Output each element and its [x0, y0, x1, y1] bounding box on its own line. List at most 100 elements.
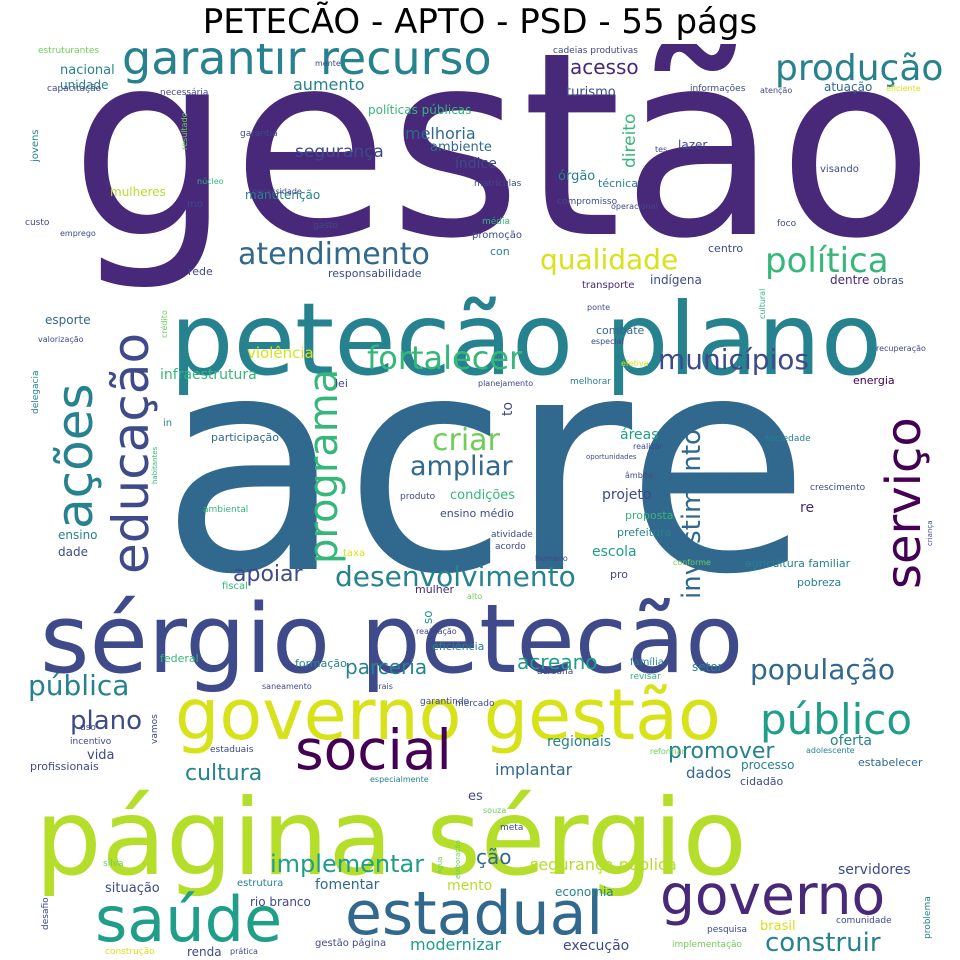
cloud-word: segurança pública	[530, 855, 677, 874]
cloud-word: atendimento	[238, 237, 430, 272]
cloud-word: acreano	[517, 650, 598, 674]
cloud-word: regionais	[547, 734, 611, 750]
cloud-word: promoção	[472, 230, 522, 241]
cloud-word: combate	[596, 324, 645, 337]
cloud-word: política	[765, 241, 889, 281]
cloud-word: realizar	[633, 442, 663, 451]
cloud-word: áreas	[620, 427, 659, 443]
cloud-word: delegacia	[31, 371, 41, 414]
cloud-word: mo	[187, 199, 203, 210]
cloud-word: promover	[668, 739, 775, 764]
cloud-word: pro	[610, 568, 628, 581]
cloud-word: turismo	[566, 85, 616, 100]
cloud-word: dentre	[830, 273, 869, 287]
cloud-word: âmbito	[625, 471, 653, 480]
cloud-word: condições	[450, 488, 515, 503]
cloud-word: implantar	[495, 760, 573, 779]
cloud-word: especial	[591, 337, 624, 346]
cloud-word: centro	[708, 242, 743, 255]
cloud-word: revisar	[630, 672, 661, 682]
cloud-word: operacional	[611, 202, 658, 211]
cloud-word: dados	[686, 764, 731, 782]
cloud-word: direito	[620, 114, 640, 168]
cloud-word: garantir recurso	[122, 44, 492, 85]
cloud-word: processo	[741, 758, 794, 772]
cloud-word: fortalecer	[367, 339, 523, 377]
cloud-word: vida	[87, 748, 115, 763]
cloud-word: violência	[247, 344, 314, 362]
cloud-word: água	[436, 857, 444, 874]
cloud-word: prefeitura	[617, 526, 671, 539]
cloud-word: estabelecer	[858, 756, 923, 769]
cloud-word: renda	[187, 945, 222, 959]
cloud-word: esporte	[45, 313, 91, 327]
cloud-word: uso	[80, 723, 96, 733]
cloud-word: atenção	[760, 86, 792, 95]
cloud-word: municípios	[658, 343, 809, 376]
cloud-word: acre	[160, 291, 810, 640]
cloud-word: setor	[692, 660, 723, 674]
cloud-word: acreana	[537, 667, 573, 677]
cloud-word: capacitação	[47, 84, 102, 94]
cloud-word: população	[750, 653, 895, 686]
cloud-word: humano	[535, 554, 568, 563]
cloud-word: con	[490, 245, 510, 258]
cloud-word: habitantes	[151, 446, 159, 484]
cloud-word: nacional	[60, 63, 115, 78]
cloud-word: foco	[777, 219, 797, 229]
cloud-word: gestão página	[315, 937, 386, 949]
cloud-word: estrutura	[237, 878, 283, 889]
cloud-word: participação	[211, 431, 279, 444]
cloud-title: PETECÃO - APTO - PSD - 55 págs	[202, 2, 758, 42]
cloud-word: indígena	[650, 273, 702, 287]
cloud-word: saúde	[95, 883, 282, 956]
cloud-word: atividade	[491, 530, 533, 540]
cloud-word: governo	[660, 863, 885, 927]
cloud-word: custo	[25, 218, 50, 228]
cloud-word: visando	[820, 164, 859, 175]
cloud-word: rede	[188, 265, 213, 278]
cloud-word: cultural	[758, 289, 767, 319]
cloud-word: ponte	[587, 303, 610, 312]
cloud-word: implementar	[270, 850, 424, 878]
cloud-word: compromisso	[557, 197, 618, 207]
cloud-word: valorização	[38, 335, 84, 344]
cloud-word: mulheres	[110, 185, 166, 199]
cloud-word: ambiente	[430, 140, 492, 155]
cloud-word: acordo	[495, 542, 526, 552]
cloud-word: pública	[28, 669, 129, 702]
cloud-word: re	[800, 500, 814, 516]
cloud-word: construir	[765, 928, 881, 958]
cloud-word: taxa	[343, 548, 365, 559]
cloud-word: cadeias produtivas	[553, 46, 638, 56]
cloud-word: implementação	[672, 940, 743, 950]
cloud-word: parceria	[345, 655, 427, 679]
cloud-word: es	[468, 789, 483, 804]
cloud-word: pesquisa	[707, 925, 747, 935]
cloud-word: qualidade	[540, 243, 678, 276]
cloud-word: governo gestão	[175, 674, 721, 756]
cloud-word: oportunidades	[586, 453, 637, 461]
cloud-word: incentivo	[70, 737, 112, 747]
cloud-word: estaduais	[210, 745, 254, 755]
cloud-word: in	[163, 418, 172, 429]
cloud-word: estadual	[345, 879, 603, 949]
cloud-word: políticas públicas	[368, 103, 471, 117]
cloud-word: ações	[46, 383, 104, 529]
cloud-word: informações	[690, 84, 746, 94]
cloud-word: social	[295, 718, 452, 782]
cloud-word: acesso	[570, 55, 639, 79]
cloud-word: melhoria	[405, 124, 476, 143]
cloud-word: público	[760, 695, 912, 744]
cloud-word: órgão	[558, 169, 595, 184]
cloud-word: sociedade	[765, 434, 811, 444]
cloud-word: rurais	[370, 682, 393, 691]
cloud-word: realização	[416, 627, 457, 636]
cloud-word: vamos	[150, 714, 160, 744]
cloud-word: mente	[315, 59, 341, 68]
cloud-word: formação	[295, 657, 347, 670]
cloud-word: fiscal	[222, 581, 248, 592]
cloud-word: meta	[500, 823, 523, 833]
cloud-word: resultado	[180, 112, 189, 150]
